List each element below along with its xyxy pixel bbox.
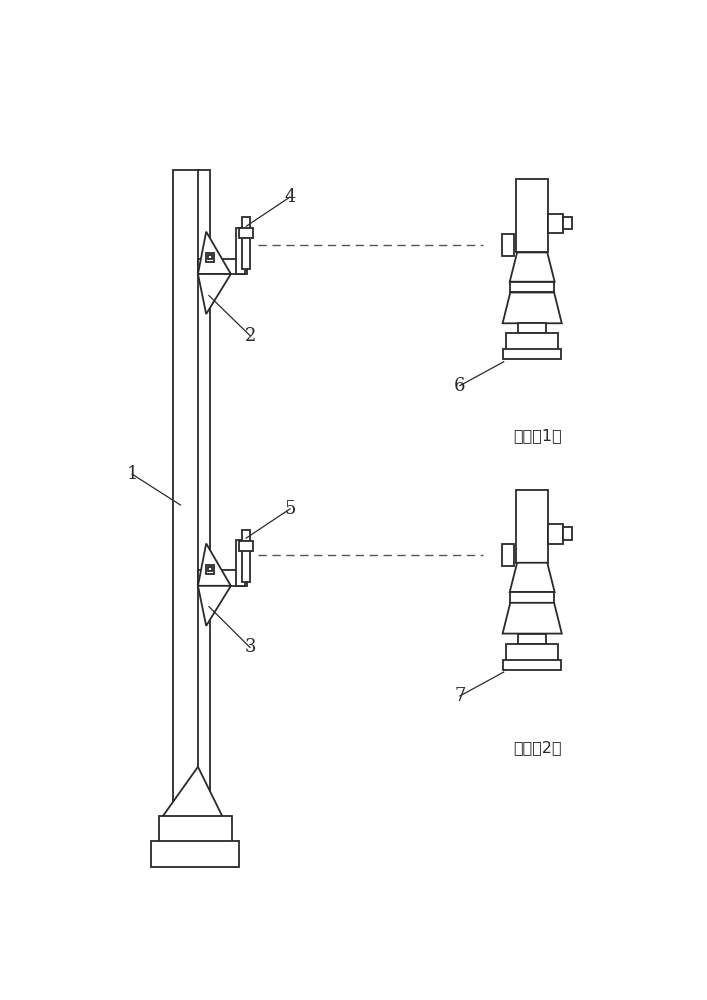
Bar	[563, 217, 572, 229]
Bar	[243, 530, 250, 582]
Bar	[198, 259, 247, 274]
Bar	[563, 527, 572, 540]
Polygon shape	[198, 232, 231, 274]
Bar	[516, 179, 548, 252]
Polygon shape	[503, 292, 562, 323]
Bar	[206, 253, 214, 262]
Polygon shape	[510, 252, 555, 282]
Text: 3: 3	[244, 638, 256, 656]
Bar	[516, 490, 548, 563]
Bar	[238, 228, 253, 238]
Polygon shape	[503, 603, 562, 634]
Bar	[518, 634, 546, 644]
Bar	[243, 217, 250, 269]
Bar	[236, 228, 245, 274]
Bar	[206, 565, 214, 574]
Bar	[506, 644, 559, 661]
Bar	[209, 567, 212, 571]
Bar	[173, 170, 199, 848]
Bar	[510, 282, 554, 292]
Bar	[151, 841, 239, 867]
Bar	[518, 323, 546, 333]
Text: 1: 1	[127, 465, 138, 483]
Bar	[502, 234, 514, 256]
Bar	[510, 592, 554, 603]
Bar	[236, 540, 245, 586]
Text: 4: 4	[284, 188, 296, 206]
Polygon shape	[198, 274, 231, 314]
Text: 6: 6	[454, 377, 466, 395]
Bar	[238, 541, 253, 551]
Text: 7: 7	[454, 687, 465, 705]
Bar	[503, 349, 561, 359]
Bar	[198, 170, 210, 817]
Polygon shape	[510, 563, 555, 592]
Text: 2: 2	[245, 327, 256, 345]
Bar	[506, 333, 559, 350]
Bar	[548, 524, 563, 544]
Polygon shape	[198, 544, 231, 586]
Bar	[502, 544, 514, 566]
Bar	[503, 660, 561, 670]
Text: （位置1）: （位置1）	[513, 428, 562, 443]
Text: 5: 5	[284, 500, 296, 518]
Bar	[548, 214, 563, 233]
Polygon shape	[163, 767, 223, 817]
Bar	[158, 816, 233, 844]
Bar	[198, 570, 247, 586]
Polygon shape	[198, 586, 231, 626]
Bar	[209, 255, 212, 259]
Text: （位置2）: （位置2）	[513, 740, 562, 755]
